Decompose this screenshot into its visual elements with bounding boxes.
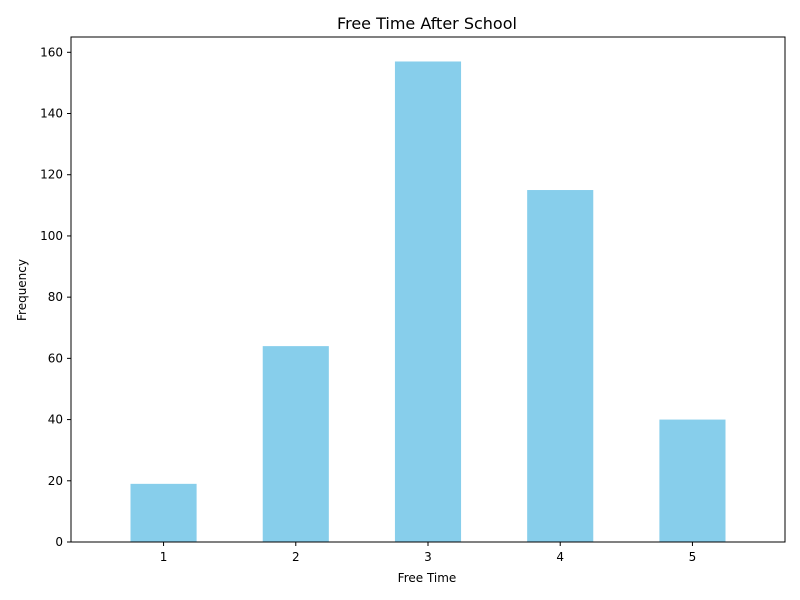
bar-4 (527, 190, 594, 542)
bar-3 (394, 61, 462, 542)
x-tick-label: 1 (160, 550, 168, 564)
x-axis: 1 2 3 4 5 (160, 542, 697, 564)
x-tick-label: 4 (556, 550, 564, 564)
y-tick-label: 0 (55, 535, 63, 549)
y-axis-title: Frequency (15, 259, 29, 321)
x-tick-label: 5 (689, 550, 697, 564)
y-tick-label: 100 (40, 229, 63, 243)
bar-2 (262, 346, 329, 542)
x-tick-label: 2 (292, 550, 300, 564)
y-tick-label: 20 (48, 474, 63, 488)
chart-title: Free Time After School (337, 14, 517, 33)
y-tick-label: 40 (48, 413, 63, 427)
y-tick-label: 120 (40, 168, 63, 182)
y-axis: 0 20 40 60 80 100 120 140 160 (40, 45, 71, 549)
y-tick-label: 160 (40, 45, 63, 59)
y-tick-label: 60 (48, 351, 63, 365)
bar-1 (130, 483, 197, 542)
bar-5 (659, 419, 726, 542)
y-tick-label: 140 (40, 107, 63, 121)
x-tick-label: 3 (424, 550, 432, 564)
y-tick-label: 80 (48, 290, 63, 304)
bars-group (130, 61, 726, 542)
x-axis-title: Free Time (398, 571, 457, 585)
